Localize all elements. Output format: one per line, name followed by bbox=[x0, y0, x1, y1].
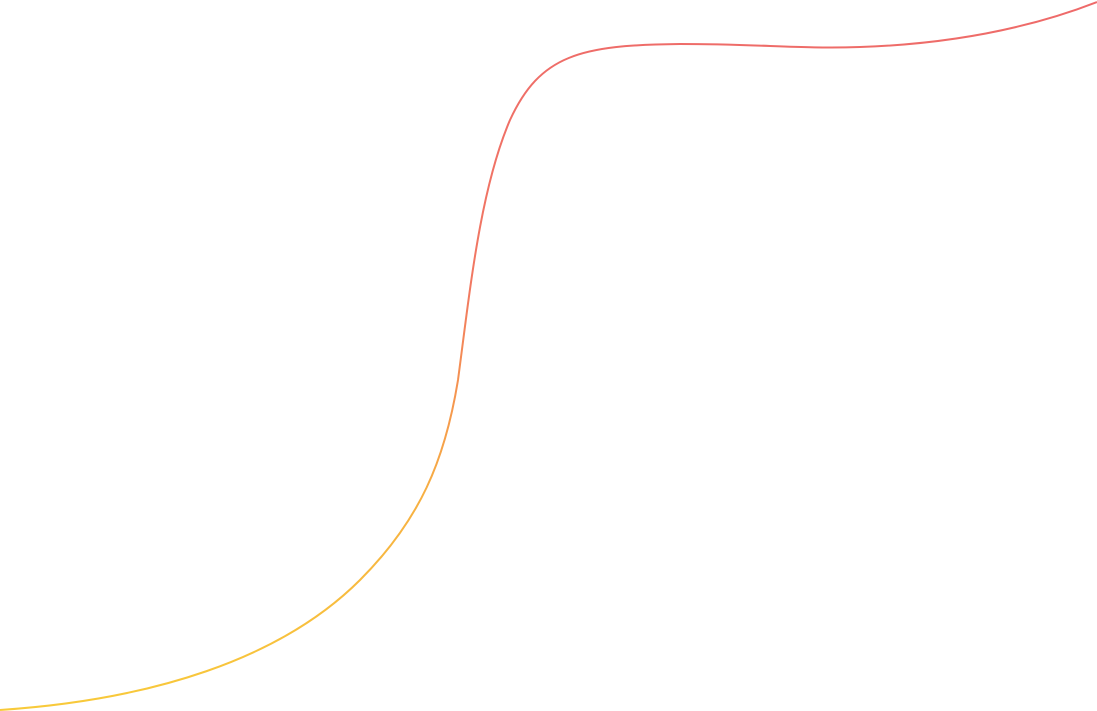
decorative-background bbox=[0, 1, 1097, 711]
decorative-curve bbox=[0, 1, 1097, 711]
page bbox=[0, 0, 1097, 711]
